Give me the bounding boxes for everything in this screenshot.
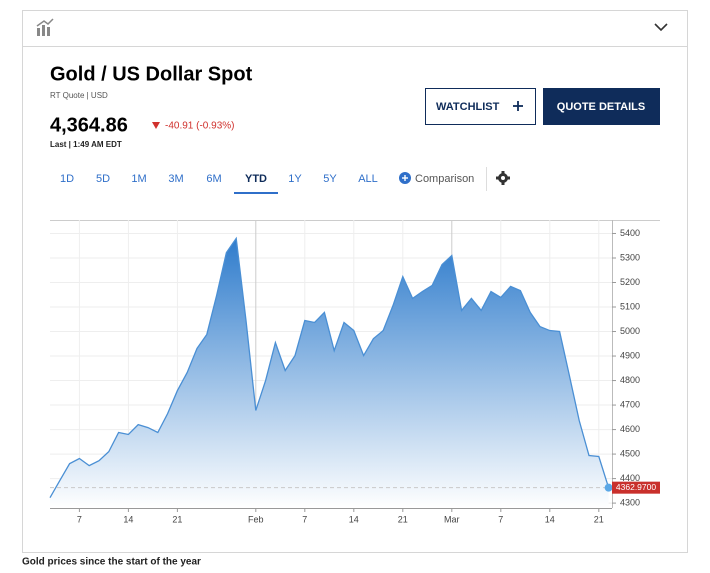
range-tab[interactable]: 5D <box>96 173 110 185</box>
range-tab[interactable]: 1M <box>131 173 146 185</box>
chart-icon[interactable] <box>36 18 54 36</box>
comparison-plus <box>402 175 408 181</box>
settings-gear[interactable] <box>496 171 510 185</box>
last-time: Last | 1:49 AM EDT <box>50 140 122 149</box>
x-tick-label: 7 <box>302 514 307 524</box>
title: Gold / US Dollar Spot <box>50 63 253 85</box>
x-tick-label: 21 <box>594 514 604 524</box>
x-tick-label: 7 <box>498 514 503 524</box>
last-price-tag <box>612 481 660 494</box>
range-tab[interactable]: 3M <box>168 173 183 185</box>
y-tick-label: 4600 <box>620 424 640 434</box>
x-tick-label: 21 <box>398 514 408 524</box>
y-tick-label: 4800 <box>620 375 640 385</box>
y-tick-label: 5000 <box>620 326 640 336</box>
x-tick-label: Mar <box>444 514 460 524</box>
down-arrow <box>152 122 160 129</box>
y-tick-label: 5300 <box>620 252 640 262</box>
price-line <box>49 236 610 499</box>
y-tick-label: 5200 <box>620 277 640 287</box>
y-tick-label: 4500 <box>620 448 640 458</box>
x-tick-label: 14 <box>123 514 133 524</box>
y-tick-label: 4900 <box>620 350 640 360</box>
area-fill <box>50 238 609 508</box>
x-tick-label: 14 <box>545 514 555 524</box>
comparison-label[interactable]: Comparison <box>415 173 474 185</box>
collapse-chevron[interactable] <box>654 23 668 32</box>
range-tab[interactable]: ALL <box>358 173 378 185</box>
x-tick-label: Feb <box>248 514 264 524</box>
quote-details-button[interactable] <box>543 88 660 125</box>
x-tick-label: 14 <box>349 514 359 524</box>
x-tick-label: 7 <box>77 514 82 524</box>
y-tick-label: 4400 <box>620 473 640 483</box>
price-change: -40.91 (-0.93%) <box>165 121 234 132</box>
y-tick-label: 5400 <box>620 228 640 238</box>
range-tab[interactable]: 5Y <box>323 173 337 185</box>
last-point <box>604 483 613 492</box>
y-tick-label: 4700 <box>620 399 640 409</box>
caption: Gold prices since the start of the year <box>22 557 201 568</box>
subtitle: RT Quote | USD <box>50 91 108 100</box>
y-tick-label: 5100 <box>620 301 640 311</box>
range-tab[interactable]: 1Y <box>288 173 302 185</box>
price: 4,364.86 <box>50 114 128 136</box>
x-tick-label: 21 <box>172 514 182 524</box>
watchlist-label: WATCHLIST <box>436 101 500 113</box>
range-tab[interactable]: 6M <box>206 173 221 185</box>
plus-icon <box>513 101 523 111</box>
range-tab[interactable]: 1D <box>60 173 74 185</box>
range-tab[interactable]: YTD <box>245 173 267 185</box>
quote-details-label: QUOTE DETAILS <box>557 101 645 113</box>
y-tick-label: 4300 <box>620 497 640 507</box>
last-price-label: 4362.9700 <box>616 482 656 492</box>
